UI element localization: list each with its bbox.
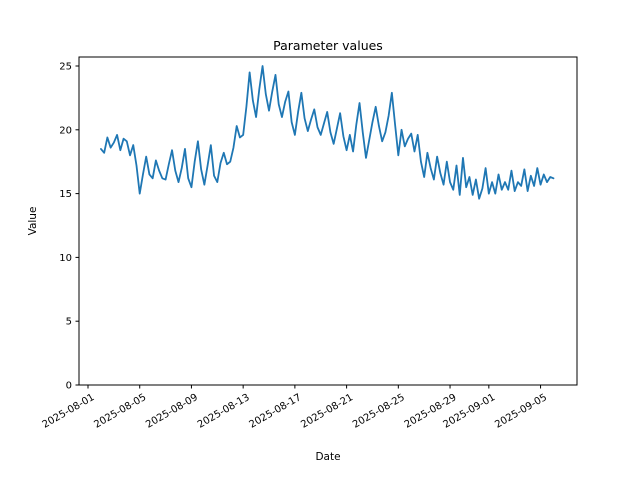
y-tick-label: 15	[59, 189, 72, 200]
plot-border	[78, 56, 578, 386]
y-tick-label: 5	[66, 317, 72, 328]
chart-title: Parameter values	[273, 38, 383, 53]
y-tick-label: 25	[59, 62, 72, 73]
x-tick-label: 2025-08-25	[351, 392, 407, 431]
x-tick-label: 2025-08-09	[144, 392, 200, 431]
x-tick-label: 2025-08-17	[248, 392, 304, 431]
x-tick-label: 2025-09-05	[493, 392, 549, 431]
x-tick-label: 2025-08-05	[92, 392, 148, 431]
x-axis-label: Date	[315, 451, 340, 463]
series-line	[100, 65, 555, 200]
y-tick-label: 0	[66, 381, 72, 392]
x-tick-label: 2025-08-21	[299, 392, 355, 431]
y-tick-label: 20	[59, 125, 72, 136]
x-tick-label: 2025-08-13	[196, 392, 252, 431]
x-tick-label: 2025-08-01	[41, 392, 97, 431]
y-axis-label: Value	[27, 207, 39, 236]
y-axis-ticks: 0 5 10 15 20 25	[59, 62, 79, 392]
y-tick-label: 10	[59, 253, 72, 264]
x-axis-ticks: 2025-08-012025-08-052025-08-092025-08-13…	[41, 385, 549, 431]
